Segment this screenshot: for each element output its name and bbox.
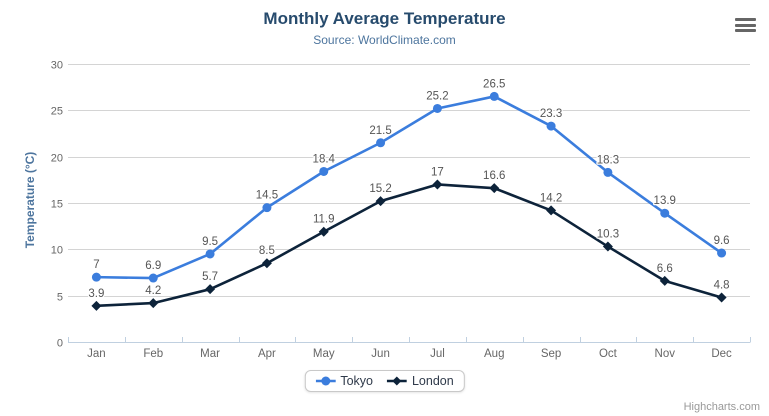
marker-london-jul[interactable] xyxy=(432,179,443,190)
x-axis-label: May xyxy=(313,348,335,360)
data-label-tokyo-mar: 9.5 xyxy=(202,236,218,248)
x-axis-label: Dec xyxy=(711,348,732,360)
x-axis-label: Jun xyxy=(371,348,390,360)
legend: Tokyo London xyxy=(304,370,465,392)
y-axis-label: 10 xyxy=(51,245,63,257)
series-line-london xyxy=(95,183,723,308)
hamburger-icon xyxy=(735,29,756,32)
hamburger-icon xyxy=(735,18,756,21)
marker-tokyo-apr[interactable] xyxy=(262,203,272,213)
marker-london-dec[interactable] xyxy=(716,292,727,303)
data-label-tokyo-jan: 7 xyxy=(93,259,99,271)
marker-tokyo-may[interactable] xyxy=(319,166,329,176)
data-label-tokyo-feb: 6.9 xyxy=(145,260,161,272)
marker-london-sep[interactable] xyxy=(546,205,557,216)
x-axis-label: Apr xyxy=(258,348,276,360)
legend-label: Tokyo xyxy=(340,374,373,388)
data-label-tokyo-jul: 25.2 xyxy=(426,90,448,102)
data-label-tokyo-dec: 9.6 xyxy=(714,235,730,247)
y-axis-label: 20 xyxy=(51,153,63,165)
marker-london-oct[interactable] xyxy=(602,241,613,252)
data-label-london-mar: 5.7 xyxy=(202,271,218,283)
y-axis-label: 0 xyxy=(57,338,63,350)
marker-london-mar[interactable] xyxy=(205,284,216,295)
context-menu-button[interactable] xyxy=(735,18,756,32)
marker-tokyo-mar[interactable] xyxy=(205,249,215,259)
x-axis-label: Nov xyxy=(655,348,676,360)
marker-tokyo-jan[interactable] xyxy=(91,272,101,282)
marker-london-feb[interactable] xyxy=(148,298,159,309)
series-line-tokyo xyxy=(95,95,723,280)
data-label-tokyo-sep: 23.3 xyxy=(540,108,562,120)
x-axis-label: Feb xyxy=(143,348,163,360)
data-label-london-may: 11.9 xyxy=(313,214,335,226)
data-label-london-jul: 17 xyxy=(431,166,444,178)
data-label-tokyo-apr: 14.5 xyxy=(256,190,278,202)
y-axis-label: 5 xyxy=(57,292,63,304)
data-label-tokyo-oct: 18.3 xyxy=(597,154,619,166)
chart-title: Monthly Average Temperature xyxy=(263,9,506,28)
x-axis-label: Aug xyxy=(484,348,504,360)
data-label-tokyo-jun: 21.5 xyxy=(369,125,391,137)
marker-tokyo-oct[interactable] xyxy=(603,167,613,177)
data-label-london-feb: 4.2 xyxy=(145,285,161,297)
data-label-london-jan: 3.9 xyxy=(88,288,104,300)
credits-link[interactable]: Highcharts.com xyxy=(683,401,760,413)
marker-london-apr[interactable] xyxy=(261,258,272,269)
data-label-tokyo-nov: 13.9 xyxy=(654,195,676,207)
marker-london-nov[interactable] xyxy=(659,275,670,286)
marker-london-aug[interactable] xyxy=(489,183,500,194)
data-label-tokyo-aug: 26.5 xyxy=(483,78,505,90)
data-label-london-dec: 4.8 xyxy=(714,280,730,292)
legend-item-tokyo[interactable]: Tokyo xyxy=(315,374,373,388)
x-axis-label: Mar xyxy=(200,348,220,360)
x-axis-label: Sep xyxy=(541,348,561,360)
legend-label: London xyxy=(411,374,454,388)
y-axis-label: 30 xyxy=(51,60,63,72)
marker-tokyo-sep[interactable] xyxy=(546,121,556,131)
y-axis-label: 15 xyxy=(51,199,63,211)
marker-tokyo-feb[interactable] xyxy=(148,273,158,283)
data-label-london-aug: 16.6 xyxy=(483,170,505,182)
data-label-london-nov: 6.6 xyxy=(657,263,673,275)
marker-london-jun[interactable] xyxy=(375,196,386,207)
data-label-london-apr: 8.5 xyxy=(259,245,275,257)
data-label-tokyo-may: 18.4 xyxy=(313,153,336,165)
data-label-london-jun: 15.2 xyxy=(369,183,391,195)
chart-subtitle: Source: WorldClimate.com xyxy=(313,33,456,47)
marker-london-jan[interactable] xyxy=(91,300,102,311)
marker-tokyo-jun[interactable] xyxy=(376,138,386,148)
marker-tokyo-aug[interactable] xyxy=(489,91,499,101)
hamburger-icon xyxy=(735,23,756,27)
marker-tokyo-nov[interactable] xyxy=(660,208,670,218)
data-label-london-sep: 14.2 xyxy=(540,192,562,204)
y-axis-label: 25 xyxy=(51,106,63,118)
x-axis-label: Jul xyxy=(430,348,445,360)
marker-tokyo-jul[interactable] xyxy=(432,103,442,113)
x-axis-label: Jan xyxy=(87,348,106,360)
legend-marker-circle-icon xyxy=(315,376,336,386)
legend-item-london[interactable]: London xyxy=(386,374,454,388)
x-axis-label: Oct xyxy=(599,348,618,360)
legend-marker-diamond-icon xyxy=(386,376,407,386)
data-label-london-oct: 10.3 xyxy=(597,229,619,241)
marker-tokyo-dec[interactable] xyxy=(717,248,727,258)
marker-london-may[interactable] xyxy=(318,226,329,237)
